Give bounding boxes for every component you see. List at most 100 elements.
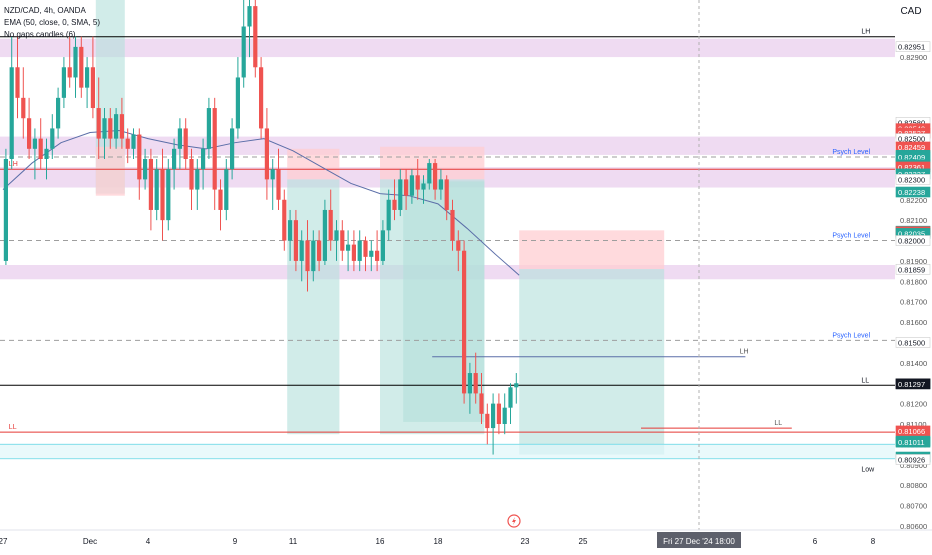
candle[interactable] xyxy=(502,393,507,435)
candle[interactable] xyxy=(154,159,159,221)
candle[interactable] xyxy=(79,36,84,98)
candle[interactable] xyxy=(189,148,194,210)
candle[interactable] xyxy=(38,118,43,170)
candle[interactable] xyxy=(148,148,153,231)
candle[interactable] xyxy=(241,0,246,88)
candle[interactable] xyxy=(264,108,269,200)
candle[interactable] xyxy=(508,383,513,424)
candle[interactable] xyxy=(131,128,136,159)
candle[interactable] xyxy=(322,199,327,265)
candle[interactable] xyxy=(433,159,438,200)
candle[interactable] xyxy=(357,230,362,272)
candle[interactable] xyxy=(479,373,484,424)
take-profit-zone[interactable] xyxy=(519,269,665,455)
candle[interactable] xyxy=(32,128,37,180)
candle[interactable] xyxy=(44,138,49,180)
candle[interactable] xyxy=(282,189,287,251)
candle[interactable] xyxy=(119,97,124,149)
candle[interactable] xyxy=(195,159,200,210)
candle[interactable] xyxy=(299,230,304,282)
price-axis[interactable]: 0.829500.829000.825800.825000.824000.823… xyxy=(895,0,932,550)
candle[interactable] xyxy=(317,230,322,272)
candle[interactable] xyxy=(73,36,78,98)
candle[interactable] xyxy=(50,114,55,159)
candle[interactable] xyxy=(456,230,461,272)
price-tag[interactable]: 0.82238 xyxy=(895,186,931,198)
candle[interactable] xyxy=(404,169,409,210)
candle[interactable] xyxy=(305,220,310,292)
candle[interactable] xyxy=(491,393,496,455)
candle[interactable] xyxy=(172,138,177,190)
candle[interactable] xyxy=(201,138,206,190)
candle[interactable] xyxy=(386,189,391,241)
candle[interactable] xyxy=(177,118,182,170)
candle[interactable] xyxy=(90,36,95,119)
candle[interactable] xyxy=(96,77,101,159)
price-tag[interactable]: 0.81011 xyxy=(895,436,931,448)
candle[interactable] xyxy=(108,108,113,149)
candle[interactable] xyxy=(450,199,455,251)
candle[interactable] xyxy=(311,230,316,282)
candle[interactable] xyxy=(224,159,229,221)
price-tag[interactable]: 0.81066 xyxy=(895,425,931,437)
lightning-icon[interactable] xyxy=(507,514,521,528)
candle[interactable] xyxy=(230,118,235,180)
indicator-line[interactable]: EMA (50, close, 0, SMA, 5) xyxy=(4,18,100,27)
candle[interactable] xyxy=(235,57,240,139)
candle[interactable] xyxy=(183,118,188,170)
candle[interactable] xyxy=(496,393,501,435)
candle[interactable] xyxy=(253,0,258,78)
candle[interactable] xyxy=(293,209,298,272)
candle[interactable] xyxy=(380,220,385,265)
candle[interactable] xyxy=(143,148,148,190)
candle[interactable] xyxy=(114,108,119,149)
candle[interactable] xyxy=(467,362,472,414)
candle[interactable] xyxy=(340,220,345,261)
candle[interactable] xyxy=(67,36,72,88)
candle[interactable] xyxy=(85,57,90,109)
stop-loss-zone[interactable] xyxy=(380,146,485,180)
candle[interactable] xyxy=(160,148,165,241)
candle[interactable] xyxy=(9,36,14,170)
candle[interactable] xyxy=(369,240,374,272)
candle[interactable] xyxy=(276,148,281,210)
candle[interactable] xyxy=(259,57,264,139)
candle[interactable] xyxy=(351,230,356,272)
crosshair-time-label[interactable]: Fri 27 Dec '24 18:00 xyxy=(657,532,741,548)
candle[interactable] xyxy=(485,403,490,445)
candle[interactable] xyxy=(328,189,333,251)
candle[interactable] xyxy=(444,175,449,221)
price-tag[interactable]: 0.81500 xyxy=(895,337,931,348)
candle[interactable] xyxy=(15,36,20,119)
candle[interactable] xyxy=(427,159,432,190)
take-profit-zone[interactable] xyxy=(403,181,485,422)
price-tag[interactable]: 0.81859 xyxy=(895,263,931,275)
price-tag[interactable]: 0.81297 xyxy=(895,378,931,390)
candle[interactable] xyxy=(3,148,8,265)
price-tag[interactable]: 0.80926 xyxy=(895,454,931,465)
stop-loss-zone[interactable] xyxy=(519,230,665,270)
candle[interactable] xyxy=(247,0,252,58)
candle[interactable] xyxy=(166,159,171,231)
candle[interactable] xyxy=(206,97,211,159)
candle[interactable] xyxy=(21,67,26,139)
candles-line[interactable]: No gaps candles (6) xyxy=(4,30,76,39)
candle[interactable] xyxy=(125,128,130,164)
candle[interactable] xyxy=(288,209,293,261)
candle[interactable] xyxy=(421,175,426,204)
candle[interactable] xyxy=(346,230,351,272)
candle[interactable] xyxy=(334,220,339,261)
candle[interactable] xyxy=(61,57,66,109)
candle[interactable] xyxy=(438,169,443,200)
candle[interactable] xyxy=(363,236,368,272)
candle[interactable] xyxy=(392,179,397,221)
candle[interactable] xyxy=(375,230,380,272)
time-axis[interactable]: 27Dec491116182325202568Fri 27 Dec '24 18… xyxy=(0,529,932,550)
candle[interactable] xyxy=(409,169,414,204)
candle[interactable] xyxy=(398,169,403,217)
price-tag[interactable]: 0.82000 xyxy=(895,235,931,246)
candle[interactable] xyxy=(56,87,61,139)
stop-loss-zone[interactable] xyxy=(287,148,340,180)
candle[interactable] xyxy=(27,97,32,159)
